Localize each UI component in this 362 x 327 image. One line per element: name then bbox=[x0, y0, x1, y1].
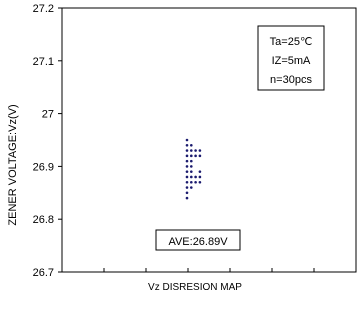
data-point bbox=[190, 170, 193, 173]
y-tick-label: 26.8 bbox=[33, 214, 54, 226]
condition-temperature: Ta=25℃ bbox=[270, 36, 313, 48]
data-point bbox=[194, 149, 197, 152]
conditions-box-frame bbox=[257, 25, 325, 91]
data-point bbox=[190, 186, 193, 189]
data-point bbox=[194, 175, 197, 179]
data-point bbox=[185, 154, 189, 158]
data-point bbox=[198, 175, 202, 179]
data-point bbox=[185, 170, 189, 173]
data-point bbox=[185, 196, 189, 200]
average-box: AVE:26.89V bbox=[155, 229, 241, 251]
data-point bbox=[185, 149, 189, 152]
data-point bbox=[194, 180, 197, 184]
data-points bbox=[185, 138, 202, 200]
condition-sample-count: n=30pcs bbox=[270, 74, 312, 86]
data-point bbox=[190, 175, 193, 179]
data-point bbox=[190, 180, 193, 184]
data-point bbox=[198, 180, 202, 184]
data-point bbox=[194, 154, 197, 158]
data-point bbox=[185, 191, 189, 195]
axes: 26.7 26.8 26.9 27 27.1 27.2 bbox=[33, 3, 357, 279]
data-point bbox=[198, 154, 202, 158]
data-point bbox=[198, 149, 202, 152]
data-point bbox=[185, 159, 189, 163]
data-point bbox=[185, 138, 189, 142]
y-tick-label: 26.7 bbox=[33, 267, 54, 279]
y-axis-label: ZENER VOLTAGE:Vz(V) bbox=[7, 104, 19, 225]
condition-current: IZ=5mA bbox=[272, 55, 311, 67]
data-point bbox=[185, 165, 189, 168]
data-point bbox=[185, 175, 189, 179]
average-label: AVE:26.89V bbox=[168, 236, 228, 248]
data-point bbox=[185, 143, 189, 147]
y-tick-label: 27.2 bbox=[33, 3, 54, 15]
x-axis-label: Vz DISRESION MAP bbox=[148, 282, 242, 293]
data-point bbox=[190, 159, 193, 163]
y-tick-label: 27 bbox=[42, 109, 54, 121]
data-point bbox=[190, 149, 193, 152]
data-point bbox=[185, 186, 189, 189]
data-point bbox=[190, 154, 193, 158]
data-point bbox=[198, 170, 202, 173]
data-point bbox=[190, 143, 193, 147]
conditions-box: Ta=25℃ IZ=5mA n=30pcs bbox=[257, 25, 325, 91]
data-point bbox=[185, 180, 189, 184]
y-tick-label: 26.9 bbox=[33, 161, 54, 173]
y-tick-label: 27.1 bbox=[33, 56, 54, 68]
data-point bbox=[190, 165, 193, 168]
average-box-frame bbox=[155, 229, 241, 251]
